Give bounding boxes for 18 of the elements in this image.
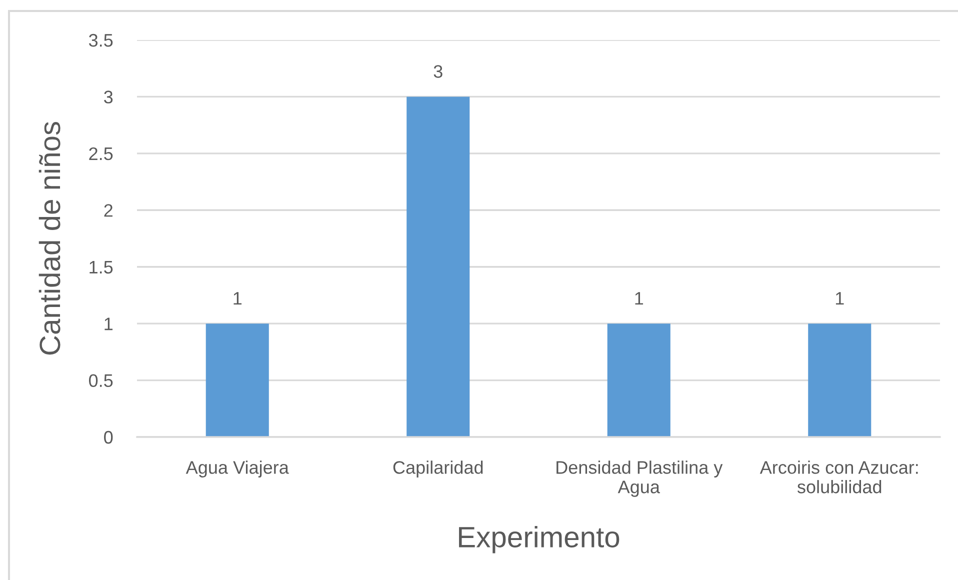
y-tick-label: 2 [104,204,112,217]
data-label: 1 [836,292,844,305]
y-tick-label: 0 [104,430,113,444]
y-tick-label: 3.5 [88,34,113,47]
y-tick-label: 1 [104,318,113,330]
data-label: 1 [635,292,644,305]
y-tick-label: 0.5 [88,374,113,388]
y-tick-label: 1.5 [90,260,113,274]
x-tick-label: Arcoiris con Azucar: solubilidad [760,460,918,494]
y-axis-title: Cantidad de niños [38,122,60,355]
x-tick-label: Agua Viajera [186,460,289,478]
data-label: 1 [234,292,242,305]
data-label: 3 [434,65,442,78]
y-tick-label: 3 [104,90,113,104]
x-axis-title: Experimento [459,526,620,554]
y-tick-label: 2.5 [89,147,113,160]
x-tick-label: Capilaridad [393,460,483,478]
x-tick-label: Densidad Plastilina y Agua [556,460,723,497]
